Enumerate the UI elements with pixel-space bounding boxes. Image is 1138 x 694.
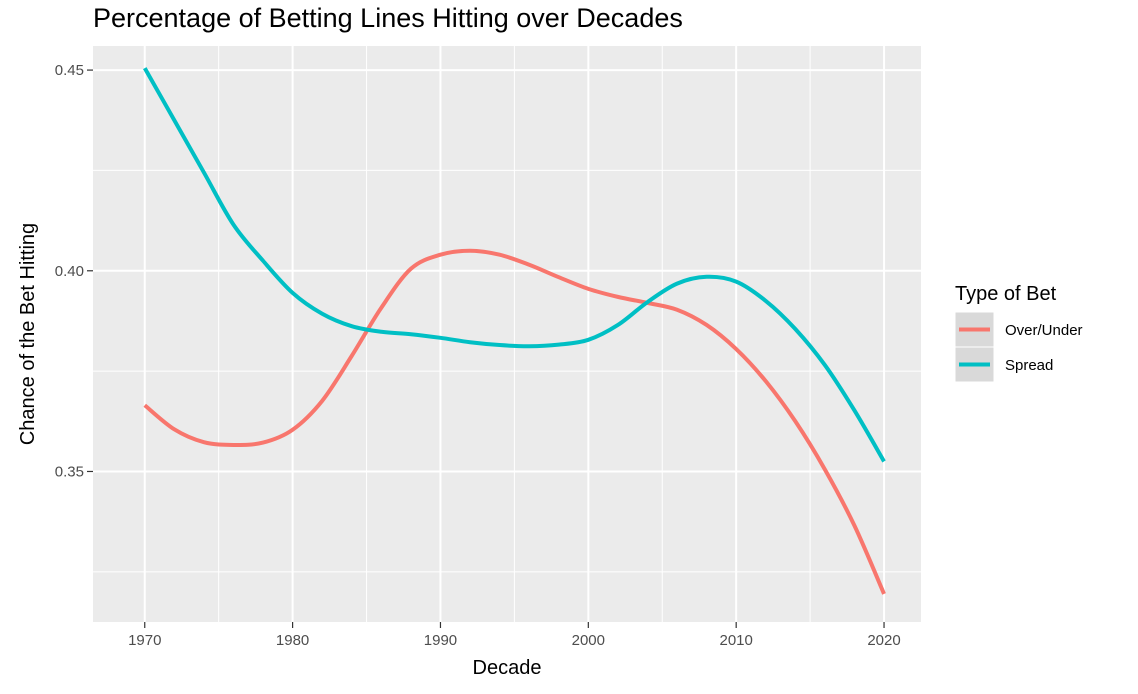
x-tick-label: 2000 bbox=[572, 632, 605, 649]
x-tick-label: 1990 bbox=[424, 632, 457, 649]
y-tick-label: 0.35 bbox=[55, 463, 84, 480]
x-tick-label: 1980 bbox=[276, 632, 309, 649]
legend-label-over-under: Over/Under bbox=[1005, 322, 1083, 339]
x-tick-label: 2010 bbox=[719, 632, 752, 649]
y-tick-label: 0.45 bbox=[55, 62, 84, 79]
major-gridlines bbox=[93, 46, 921, 622]
x-tick-label: 1970 bbox=[128, 632, 161, 649]
series-line-spread bbox=[143, 67, 886, 463]
y-axis-title: Chance of the Bet Hitting bbox=[17, 223, 39, 445]
x-tick-label: 2020 bbox=[867, 632, 900, 649]
chart-title: Percentage of Betting Lines Hitting over… bbox=[93, 3, 683, 33]
legend-label-spread: Spread bbox=[1005, 357, 1053, 374]
x-axis-ticks: 1970 1980 1990 2000 2010 2020 bbox=[128, 622, 901, 649]
legend-title: Type of Bet bbox=[955, 283, 1057, 305]
minor-gridlines bbox=[93, 46, 921, 622]
y-axis-ticks: 0.35 0.40 0.45 bbox=[55, 62, 93, 480]
plot-panel bbox=[93, 46, 921, 622]
x-axis-title: Decade bbox=[473, 657, 542, 679]
series-lines bbox=[143, 67, 886, 595]
series-line-over-under bbox=[143, 248, 886, 595]
legend: Type of Bet Over/Under Spread bbox=[954, 283, 1083, 383]
y-tick-label: 0.40 bbox=[55, 263, 84, 280]
